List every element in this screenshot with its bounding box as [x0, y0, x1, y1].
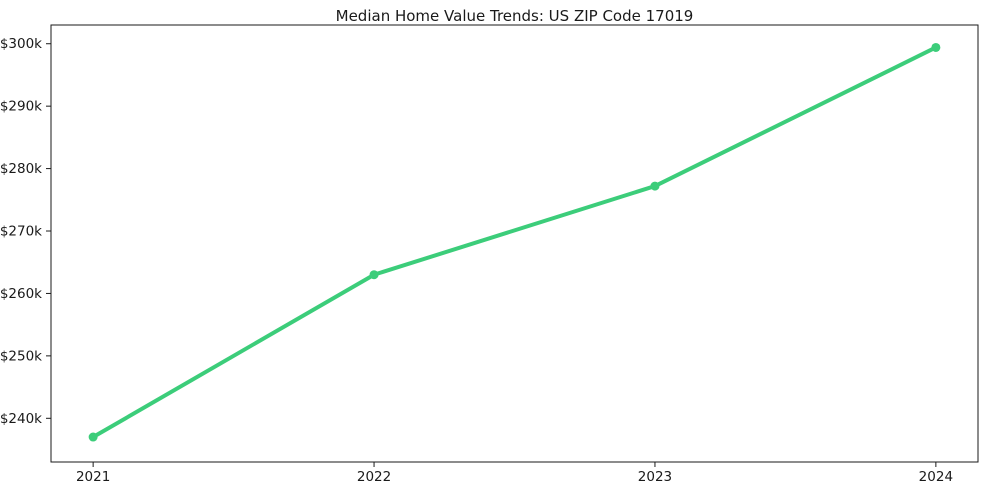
- plot-area: [51, 25, 978, 462]
- data-point-marker: [88, 432, 98, 442]
- plot-frame: [50, 24, 979, 463]
- data-point-marker: [931, 42, 941, 52]
- y-tick-label: $270k: [0, 224, 42, 240]
- x-tick-label: 2021: [76, 469, 110, 485]
- x-tick-label: 2023: [638, 469, 672, 485]
- y-tick-label: $280k: [0, 161, 42, 177]
- x-tick-label: 2022: [357, 469, 391, 485]
- data-point-marker: [369, 270, 379, 280]
- chart-title: Median Home Value Trends: US ZIP Code 17…: [335, 7, 694, 25]
- trend-line: [91, 45, 938, 440]
- y-tick-label: $300k: [0, 36, 42, 52]
- y-tick-label: $290k: [0, 99, 42, 115]
- y-tick-label: $250k: [0, 348, 42, 364]
- y-tick-label: $260k: [0, 286, 42, 302]
- data-point-marker: [650, 181, 660, 191]
- x-tick-label: 2024: [919, 469, 953, 485]
- y-tick-label: $240k: [0, 411, 42, 427]
